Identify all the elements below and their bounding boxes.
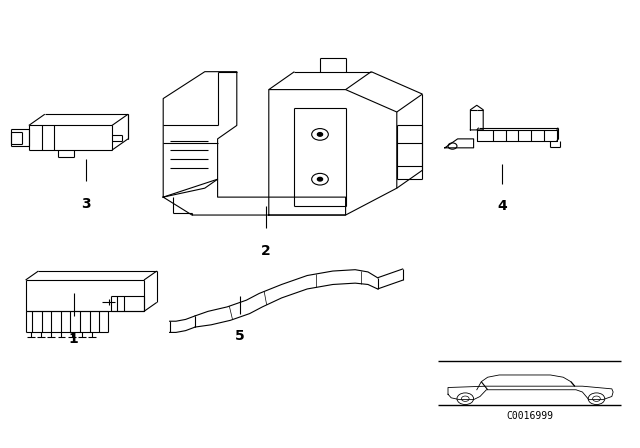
Text: 4: 4 xyxy=(497,199,508,213)
Text: 1: 1 xyxy=(68,332,79,345)
Text: 3: 3 xyxy=(81,197,92,211)
Text: 2: 2 xyxy=(260,244,271,258)
Circle shape xyxy=(317,133,323,136)
Circle shape xyxy=(317,177,323,181)
Text: C0016999: C0016999 xyxy=(506,411,554,421)
Text: 5: 5 xyxy=(235,329,245,343)
